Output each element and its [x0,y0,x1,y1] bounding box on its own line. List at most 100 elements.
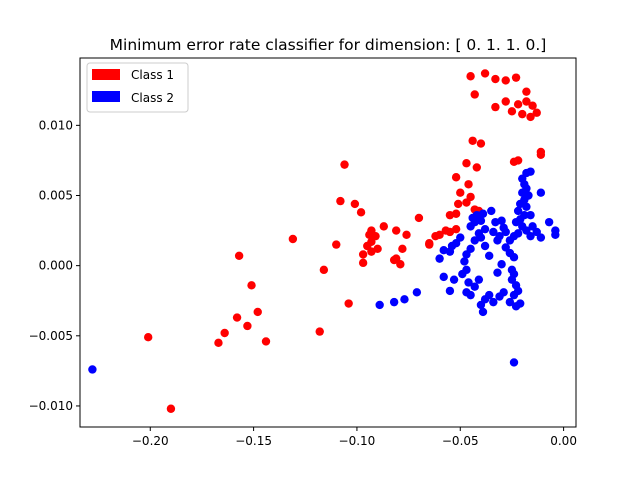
data-point [439,272,448,282]
data-point [445,286,455,296]
data-point [509,253,519,262]
data-point [454,199,463,209]
data-point [526,231,535,241]
data-point [332,240,341,249]
x-tick-label: −0.20 [132,434,169,448]
data-point [491,74,500,84]
legend-swatch-class-2 [92,91,120,102]
data-point [451,173,461,182]
data-point [487,206,496,216]
data-point [220,328,229,338]
data-point [489,227,498,237]
data-point [522,202,531,211]
data-point [466,290,475,300]
data-point [491,217,500,227]
data-point [497,260,506,269]
data-point [336,196,345,206]
data-point [398,244,407,254]
data-point [513,206,523,216]
data-point [480,69,490,78]
data-point [449,275,459,284]
data-point [243,321,252,331]
data-point [458,269,467,279]
data-point [544,217,554,227]
data-point [536,233,546,242]
legend-swatch-class-1 [92,69,120,80]
data-point [470,236,479,245]
plot-area [79,57,577,428]
data-point [367,226,376,235]
data-point [166,404,176,413]
data-point [319,265,329,275]
data-point [214,338,223,348]
data-point [356,208,366,217]
data-point [379,222,388,231]
data-point [367,237,376,246]
data-point [247,281,256,290]
data-point [476,139,486,148]
data-point [389,297,399,307]
data-point [536,150,546,160]
data-point [509,290,519,300]
y-tick-label: 0.005 [39,188,73,202]
data-point [88,365,97,374]
x-tick-label: 0.00 [550,434,577,448]
x-axis: −0.20 −0.15 −0.10 −0.05 0.00 [132,427,577,448]
x-tick-label: −0.05 [442,434,479,448]
data-point [445,227,455,237]
data-point [389,255,399,265]
data-point [491,102,500,112]
axes-frame [79,57,577,428]
data-point [435,254,444,263]
data-point [425,240,434,249]
data-point [480,241,490,251]
data-point [468,136,477,145]
data-point [505,236,515,245]
data-point [358,258,368,268]
data-point [470,90,479,99]
data-point [501,227,510,237]
data-point [522,87,531,96]
data-point [350,199,360,209]
data-point [470,282,479,291]
data-point [528,222,537,231]
data-point [462,159,471,168]
data-point [445,210,455,220]
data-point [464,180,473,189]
data-point [532,108,541,117]
data-point [144,333,153,342]
data-point [464,278,473,287]
data-point [478,307,488,317]
legend-label-class-1: Class 1 [131,68,174,82]
data-point [505,297,515,307]
data-point [412,288,422,297]
data-point [528,101,537,110]
legend: Class 1 Class 2 [86,62,189,113]
data-point [431,231,440,241]
data-point [396,260,405,269]
y-tick-label: 0.000 [39,259,73,273]
data-point [466,72,475,81]
data-point [462,250,471,259]
data-point [232,313,242,322]
data-point [507,107,517,116]
x-tick-label: −0.10 [339,434,376,448]
data-point [493,236,502,245]
legend-label-class-2: Class 2 [131,91,174,105]
data-point [526,167,535,176]
data-point [288,234,298,244]
data-point [485,251,494,261]
data-point [456,188,465,197]
data-point [480,224,490,234]
y-axis: −0.010 −0.005 0.000 0.005 0.010 [29,118,80,413]
data-point [495,292,504,301]
data-point [373,244,382,254]
data-point [501,97,510,106]
data-point [522,97,531,106]
data-point [315,327,324,336]
data-point [400,295,409,304]
data-point [513,156,523,165]
data-point [402,230,411,239]
data-point [518,109,527,119]
